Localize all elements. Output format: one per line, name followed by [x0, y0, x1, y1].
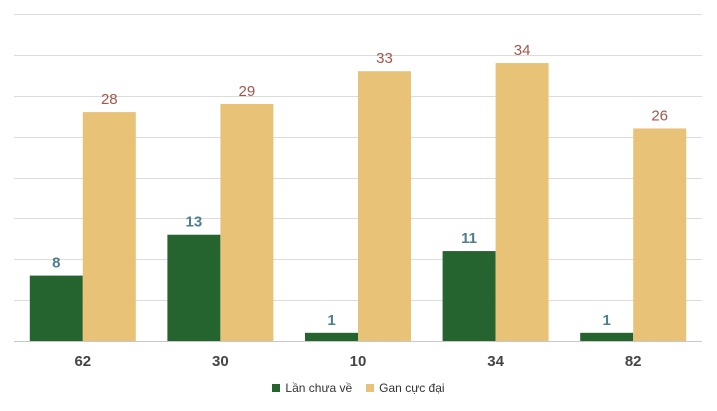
data-label-gan-cuc-dai-34: 34: [514, 42, 531, 59]
data-label-lan-chua-ve-10: 1: [327, 312, 335, 329]
category-label-34: 34: [487, 353, 504, 370]
legend-swatch-series-1: [366, 384, 375, 392]
category-label-30: 30: [212, 353, 229, 370]
legend-label-series-0: Lần chưa về: [285, 381, 353, 395]
legend-item-series-0[interactable]: Lần chưa về: [272, 381, 352, 395]
bar-gan-cuc-dai-82[interactable]: [633, 128, 687, 341]
legend-swatch-series-0: [272, 384, 281, 392]
data-label-gan-cuc-dai-10: 33: [376, 50, 393, 67]
bar-lan-chua-ve-30[interactable]: [167, 234, 221, 341]
data-label-lan-chua-ve-62: 8: [52, 255, 60, 272]
bars: [29, 63, 687, 342]
value-labels: 8 28 13 29 1 33 11 34 1 26: [52, 42, 668, 329]
legend: Lần chưa về Gan cực đại: [0, 381, 717, 395]
legend-item-series-1[interactable]: Gan cực đại: [366, 381, 445, 395]
bar-lan-chua-ve-34[interactable]: [442, 251, 496, 341]
bar-gan-cuc-dai-34[interactable]: [495, 63, 549, 342]
data-label-gan-cuc-dai-82: 26: [651, 107, 668, 124]
category-label-10: 10: [350, 353, 367, 370]
bar-gan-cuc-dai-62[interactable]: [82, 112, 136, 341]
data-label-gan-cuc-dai-30: 29: [239, 83, 256, 100]
bar-gan-cuc-dai-10[interactable]: [358, 71, 411, 341]
data-label-gan-cuc-dai-62: 28: [101, 91, 118, 108]
data-label-lan-chua-ve-34: 11: [461, 230, 477, 247]
data-label-lan-chua-ve-82: 1: [603, 312, 611, 329]
category-label-82: 82: [625, 353, 642, 370]
bar-lan-chua-ve-82[interactable]: [580, 332, 634, 341]
bar-gan-cuc-dai-30[interactable]: [220, 103, 274, 341]
bar-lan-chua-ve-10[interactable]: [305, 332, 358, 341]
legend-label-series-1: Gan cực đại: [379, 381, 445, 395]
bar-lan-chua-ve-62[interactable]: [29, 275, 83, 341]
category-labels: 62 30 10 34 82: [74, 353, 641, 370]
category-label-62: 62: [74, 353, 91, 370]
data-label-lan-chua-ve-30: 13: [186, 214, 203, 231]
